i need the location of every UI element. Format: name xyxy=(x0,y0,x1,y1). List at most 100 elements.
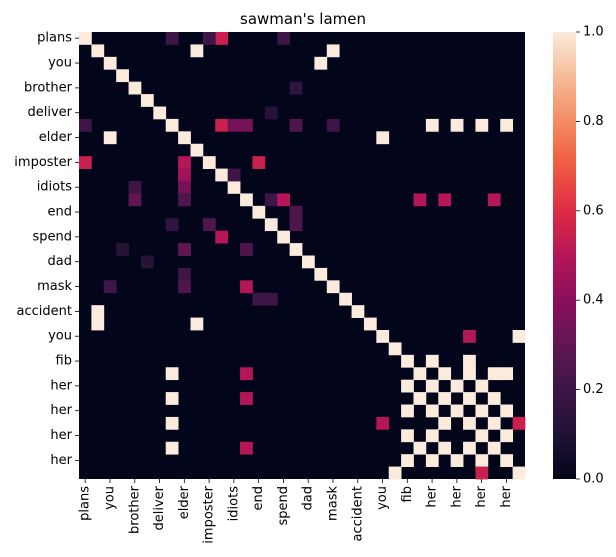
heatmap-cell xyxy=(252,156,266,169)
heatmap-cell xyxy=(103,280,117,294)
heatmap-cell xyxy=(463,330,476,343)
y-tick-label: imposter xyxy=(14,155,72,170)
heatmap-cell xyxy=(438,441,452,455)
heatmap-cell xyxy=(79,156,92,169)
colorbar-tick-label: 0.4 xyxy=(583,293,604,308)
heatmap-cell xyxy=(178,168,191,182)
heatmap-cell xyxy=(190,317,204,331)
heatmap-cell xyxy=(401,429,414,443)
heatmap-cell xyxy=(500,118,514,132)
y-axis: plans you brother deliver elder imposter idiot… xyxy=(14,31,79,468)
heatmap-cell xyxy=(388,342,402,356)
heatmap-cell xyxy=(425,379,439,393)
chart-title: sawman's lamen xyxy=(240,10,366,28)
y-tick-label: elder xyxy=(39,130,73,145)
heatmap-cell xyxy=(215,230,229,244)
heatmap-cell xyxy=(215,168,229,182)
heatmap-cell xyxy=(240,441,253,455)
heatmap-cell xyxy=(413,392,427,405)
heatmap-cell xyxy=(165,118,179,132)
heatmap-cell xyxy=(178,181,191,194)
x-tick-label: you xyxy=(102,486,117,510)
heatmap-cell xyxy=(178,131,191,145)
colorbar-tick-label: 1.0 xyxy=(583,25,604,40)
heatmap-cells xyxy=(79,32,526,480)
heatmap-cell xyxy=(289,205,303,219)
heatmap-cell xyxy=(277,230,291,244)
heatmap-cell xyxy=(140,255,154,269)
heatmap-cell xyxy=(314,267,328,281)
heatmap-cell xyxy=(487,193,501,207)
colorbar-ticks: 0.0 0.2 0.4 0.6 0.8 1.0 xyxy=(576,25,604,487)
heatmap-cell xyxy=(339,292,352,306)
y-tick-label: end xyxy=(48,205,73,220)
heatmap-cell xyxy=(215,118,229,132)
heatmap-cell xyxy=(165,367,179,381)
heatmap-cell xyxy=(463,367,476,381)
heatmap-cell xyxy=(487,416,501,430)
heatmap-cell xyxy=(165,441,179,455)
heatmap-cell xyxy=(103,131,117,145)
heatmap-cell xyxy=(202,32,216,45)
heatmap-cell xyxy=(326,44,340,58)
heatmap-cell xyxy=(314,56,328,70)
heatmap-cell xyxy=(500,404,514,418)
y-tick-label: plans xyxy=(37,31,72,46)
x-tick-label: idiots xyxy=(226,486,241,522)
x-axis: plans you brother deliver elder imposter idiot… xyxy=(78,479,514,544)
x-tick-label: her xyxy=(449,485,464,507)
heatmap-cell xyxy=(401,379,414,393)
heatmap-cell xyxy=(103,56,117,70)
heatmap-cell xyxy=(475,454,489,467)
y-tick-label: you xyxy=(48,56,72,71)
heatmap-cell xyxy=(128,193,142,207)
x-tick-label: her xyxy=(425,485,440,507)
heatmap-cell xyxy=(289,243,303,256)
x-tick-label: mask xyxy=(325,486,340,521)
heatmap-cell xyxy=(165,218,179,232)
heatmap-cell xyxy=(401,404,414,418)
colorbar-tick-label: 0.2 xyxy=(583,382,604,397)
heatmap-cell xyxy=(165,32,179,45)
heatmap-cell xyxy=(227,118,241,132)
heatmap-cell xyxy=(264,193,278,207)
y-tick-label: deliver xyxy=(27,105,72,120)
heatmap-cell xyxy=(252,205,266,219)
heatmap-cell xyxy=(252,292,266,306)
heatmap-cell xyxy=(475,466,489,480)
heatmap-cell xyxy=(264,292,278,306)
heatmap-cell xyxy=(425,354,439,368)
y-tick-label: dad xyxy=(48,254,72,269)
heatmap-cell xyxy=(438,367,452,381)
heatmap-cell xyxy=(227,168,241,182)
heatmap-cell xyxy=(413,367,427,381)
heatmap-cell xyxy=(475,118,489,132)
heatmap-cell xyxy=(487,441,501,455)
heatmap-cell xyxy=(240,280,253,294)
x-tick-label: brother xyxy=(127,485,142,534)
heatmap-cell xyxy=(79,32,92,45)
heatmap-cell xyxy=(413,441,427,455)
heatmap-cell xyxy=(475,429,489,443)
y-tick-label: spend xyxy=(32,229,72,244)
heatmap-cell xyxy=(487,392,501,405)
heatmap-cell xyxy=(450,379,464,393)
heatmap-cell xyxy=(401,354,414,368)
heatmap-cell xyxy=(425,118,439,132)
heatmap-cell xyxy=(512,466,526,480)
heatmap-cell xyxy=(128,181,142,194)
y-tick-label: you xyxy=(48,329,72,344)
x-tick-label: dad xyxy=(301,486,316,510)
heatmap-cell xyxy=(463,354,476,368)
heatmap-cell xyxy=(227,181,241,194)
heatmap-cell xyxy=(202,156,216,169)
heatmap-cell xyxy=(178,267,191,281)
colorbar-tick-label: 0.0 xyxy=(583,472,604,487)
heatmap-cell xyxy=(450,404,464,418)
heatmap-cell xyxy=(376,131,390,145)
heatmap-cell xyxy=(413,193,427,207)
colorbar: 0.0 0.2 0.4 0.6 0.8 1.0 xyxy=(553,25,604,487)
colorbar-gradient xyxy=(553,32,576,479)
heatmap-cell xyxy=(512,330,526,343)
heatmap-cell xyxy=(264,106,278,120)
